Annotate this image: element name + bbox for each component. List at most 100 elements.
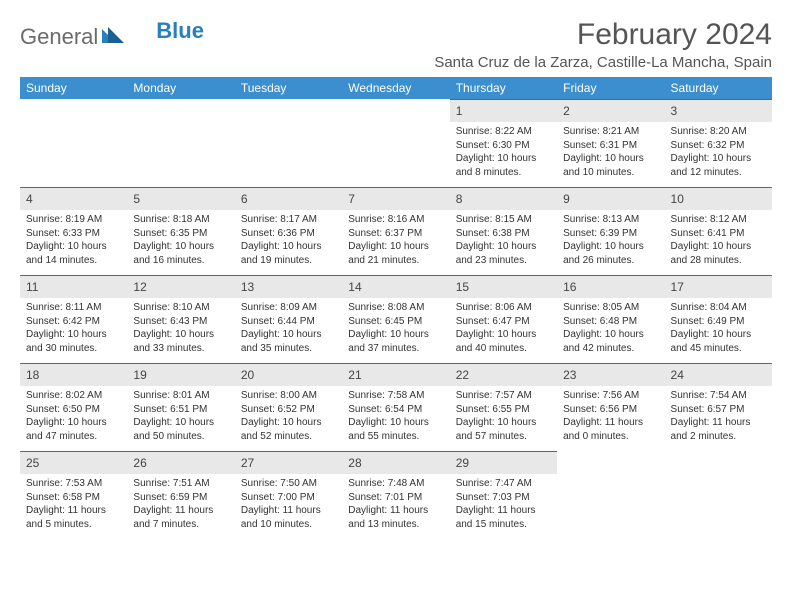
day-cell [235, 99, 342, 187]
day-details: Sunrise: 7:58 AMSunset: 6:54 PMDaylight:… [342, 386, 449, 447]
day-header-row: SundayMondayTuesdayWednesdayThursdayFrid… [20, 77, 772, 99]
day-details: Sunrise: 7:50 AMSunset: 7:00 PMDaylight:… [235, 474, 342, 535]
day-details: Sunrise: 8:12 AMSunset: 6:41 PMDaylight:… [665, 210, 772, 271]
day-number-row: 12 [127, 275, 234, 298]
day-number: 16 [563, 280, 576, 294]
day-details: Sunrise: 7:54 AMSunset: 6:57 PMDaylight:… [665, 386, 772, 447]
day-number: 24 [671, 368, 684, 382]
calendar-body: 1Sunrise: 8:22 AMSunset: 6:30 PMDaylight… [20, 99, 772, 539]
day-number-row: 13 [235, 275, 342, 298]
day-cell: 6Sunrise: 8:17 AMSunset: 6:36 PMDaylight… [235, 187, 342, 275]
day-number: 1 [456, 104, 463, 118]
day-number: 29 [456, 456, 469, 470]
day-details: Sunrise: 8:15 AMSunset: 6:38 PMDaylight:… [450, 210, 557, 271]
day-cell: 4Sunrise: 8:19 AMSunset: 6:33 PMDaylight… [20, 187, 127, 275]
day-cell: 2 Sunrise: 8:21 AMSunset: 6:31 PMDaylight… [557, 99, 664, 187]
day-details: Sunrise: 7:53 AMSunset: 6:58 PMDaylight:… [20, 474, 127, 535]
title-block: February 2024 Santa Cruz de la Zarza, Ca… [434, 18, 772, 71]
day-cell [127, 99, 234, 187]
day-cell: 20Sunrise: 8:00 AMSunset: 6:52 PMDayligh… [235, 363, 342, 451]
day-number-row: 23 [557, 363, 664, 386]
day-number: 13 [241, 280, 254, 294]
day-number: 8 [456, 192, 463, 206]
day-header: Wednesday [342, 77, 449, 99]
day-details: Sunrise: 8:10 AMSunset: 6:43 PMDaylight:… [127, 298, 234, 359]
location-subtitle: Santa Cruz de la Zarza, Castille-La Manc… [434, 54, 772, 71]
day-number-row: 2 [557, 99, 664, 122]
day-details: Sunrise: 8:13 AMSunset: 6:39 PMDaylight:… [557, 210, 664, 271]
day-details: Sunrise: 8:08 AMSunset: 6:45 PMDaylight:… [342, 298, 449, 359]
day-number-row: 17 [665, 275, 772, 298]
day-details: Sunrise: 8:04 AMSunset: 6:49 PMDaylight:… [665, 298, 772, 359]
day-number-row: 15 [450, 275, 557, 298]
day-cell: 10 Sunrise: 8:12 AMSunset: 6:41 PMDayligh… [665, 187, 772, 275]
day-cell: 27 Sunrise: 7:50 AMSunset: 7:00 PMDayligh… [235, 451, 342, 539]
day-number: 21 [348, 368, 361, 382]
day-header: Sunday [20, 77, 127, 99]
week-row: 18 Sunrise: 8:02 AMSunset: 6:50 PMDayligh… [20, 363, 772, 451]
day-cell: 12 Sunrise: 8:10 AMSunset: 6:43 PMDayligh… [127, 275, 234, 363]
day-number-row: 29 [450, 451, 557, 474]
day-number-row: 19 [127, 363, 234, 386]
day-number: 27 [241, 456, 254, 470]
day-cell: 24 Sunrise: 7:54 AMSunset: 6:57 PMDayligh… [665, 363, 772, 451]
day-number-row: 11 [20, 275, 127, 298]
day-details: Sunrise: 8:00 AMSunset: 6:52 PMDaylight:… [235, 386, 342, 447]
day-number-row: 20 [235, 363, 342, 386]
day-details: Sunrise: 8:02 AMSunset: 6:50 PMDaylight:… [20, 386, 127, 447]
day-number: 28 [348, 456, 361, 470]
day-header: Thursday [450, 77, 557, 99]
day-number-row: 3 [665, 99, 772, 122]
calendar-table: SundayMondayTuesdayWednesdayThursdayFrid… [20, 77, 772, 539]
calendar-page: General Blue February 2024 Santa Cruz de… [0, 0, 792, 557]
day-cell: 1Sunrise: 8:22 AMSunset: 6:30 PMDaylight… [450, 99, 557, 187]
day-number-row: 8 [450, 187, 557, 210]
day-cell: 28Sunrise: 7:48 AMSunset: 7:01 PMDayligh… [342, 451, 449, 539]
day-number: 26 [133, 456, 146, 470]
day-details: Sunrise: 8:20 AMSunset: 6:32 PMDaylight:… [665, 122, 772, 183]
day-number: 7 [348, 192, 355, 206]
day-details: Sunrise: 8:11 AMSunset: 6:42 PMDaylight:… [20, 298, 127, 359]
brand-triangle-icon [102, 27, 124, 48]
day-details: Sunrise: 8:01 AMSunset: 6:51 PMDaylight:… [127, 386, 234, 447]
day-header: Saturday [665, 77, 772, 99]
day-details: Sunrise: 7:57 AMSunset: 6:55 PMDaylight:… [450, 386, 557, 447]
day-number: 2 [563, 104, 570, 118]
day-cell: 15Sunrise: 8:06 AMSunset: 6:47 PMDayligh… [450, 275, 557, 363]
day-cell [665, 451, 772, 539]
day-cell: 17 Sunrise: 8:04 AMSunset: 6:49 PMDayligh… [665, 275, 772, 363]
day-number: 14 [348, 280, 361, 294]
day-number-row: 16 [557, 275, 664, 298]
day-details: Sunrise: 8:18 AMSunset: 6:35 PMDaylight:… [127, 210, 234, 271]
day-number: 22 [456, 368, 469, 382]
day-number-row: 18 [20, 363, 127, 386]
day-number-row: 6 [235, 187, 342, 210]
brand-logo: General Blue [20, 18, 204, 50]
day-number: 10 [671, 192, 684, 206]
day-number-row: 10 [665, 187, 772, 210]
brand-text-1: General [20, 24, 98, 50]
header: General Blue February 2024 Santa Cruz de… [20, 18, 772, 71]
day-details: Sunrise: 8:16 AMSunset: 6:37 PMDaylight:… [342, 210, 449, 271]
day-cell: 11Sunrise: 8:11 AMSunset: 6:42 PMDayligh… [20, 275, 127, 363]
day-header: Tuesday [235, 77, 342, 99]
day-number: 17 [671, 280, 684, 294]
day-number: 18 [26, 368, 39, 382]
day-details: Sunrise: 8:19 AMSunset: 6:33 PMDaylight:… [20, 210, 127, 271]
day-details: Sunrise: 7:56 AMSunset: 6:56 PMDaylight:… [557, 386, 664, 447]
day-number-row: 27 [235, 451, 342, 474]
day-cell: 9Sunrise: 8:13 AMSunset: 6:39 PMDaylight… [557, 187, 664, 275]
day-number: 12 [133, 280, 146, 294]
day-number: 19 [133, 368, 146, 382]
day-number: 15 [456, 280, 469, 294]
day-header: Friday [557, 77, 664, 99]
day-cell: 19 Sunrise: 8:01 AMSunset: 6:51 PMDayligh… [127, 363, 234, 451]
day-cell: 25Sunrise: 7:53 AMSunset: 6:58 PMDayligh… [20, 451, 127, 539]
day-cell [20, 99, 127, 187]
week-row: 1Sunrise: 8:22 AMSunset: 6:30 PMDaylight… [20, 99, 772, 187]
day-number: 5 [133, 192, 140, 206]
day-number-row: 1 [450, 99, 557, 122]
day-details: Sunrise: 8:21 AMSunset: 6:31 PMDaylight:… [557, 122, 664, 183]
day-number-row: 21 [342, 363, 449, 386]
day-number-row: 7 [342, 187, 449, 210]
